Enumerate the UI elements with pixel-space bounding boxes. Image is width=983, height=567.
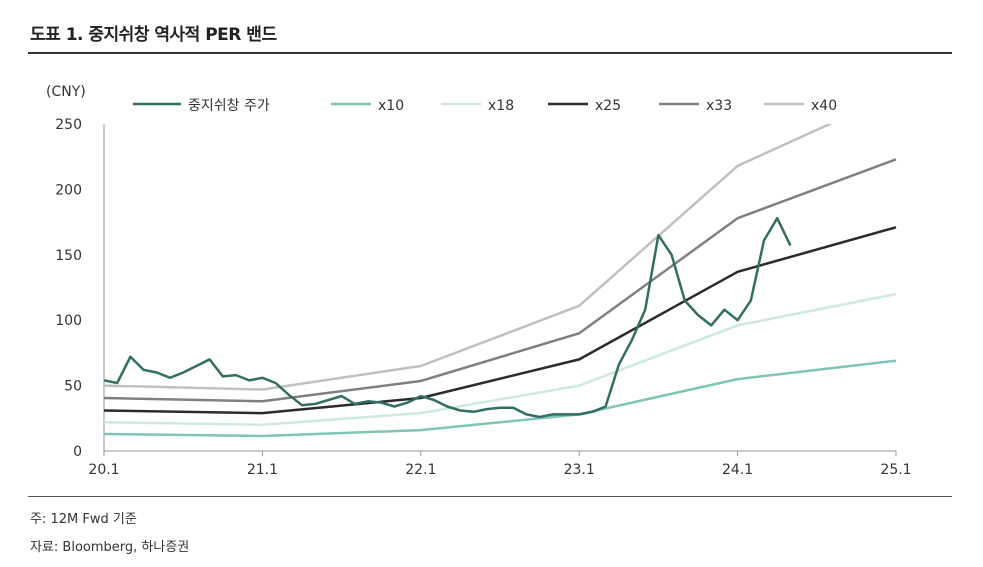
footer-divider <box>28 496 952 497</box>
y-tick-label: 200 <box>55 182 82 198</box>
note-basis: 주: 12M Fwd 기준 <box>30 512 137 527</box>
y-tick-label: 250 <box>55 117 82 133</box>
title-divider <box>28 52 952 54</box>
y-tick-label: 50 <box>64 379 82 395</box>
legend-label: x40 <box>811 98 837 114</box>
series-line-x25 <box>104 226 897 415</box>
series-line-price <box>104 216 792 419</box>
y-tick-label: 150 <box>55 248 82 264</box>
series-line-x18 <box>104 292 897 427</box>
per-band-chart: 0 50 100 150 200 250 20.1 21.1 22.1 23.1 24.1 25.1 (… <box>46 84 912 478</box>
legend-label: x25 <box>595 98 621 114</box>
series-line-x40 <box>104 124 833 391</box>
x-tick-label: 23.1 <box>564 462 595 478</box>
series-line-x33 <box>104 158 897 403</box>
chart-title: 도표 1. 중지쉬창 역사적 PER 밴드 <box>30 25 277 45</box>
legend-label: 중지쉬창 주가 <box>188 98 270 114</box>
x-tick-label: 20.1 <box>88 462 119 478</box>
x-tick-label: 25.1 <box>880 462 911 478</box>
legend-label: x10 <box>378 98 404 114</box>
legend-label: x18 <box>488 98 514 114</box>
legend-label: x33 <box>706 98 732 114</box>
y-axis-unit: (CNY) <box>46 84 86 100</box>
x-tick-label: 22.1 <box>405 462 436 478</box>
x-tick-label: 24.1 <box>722 462 753 478</box>
y-tick-label: 0 <box>73 444 82 460</box>
y-tick-label: 100 <box>55 313 82 329</box>
series-line-x10 <box>104 359 897 438</box>
x-tick-label: 21.1 <box>247 462 278 478</box>
note-source: 자료: Bloomberg, 하나증권 <box>30 540 190 555</box>
